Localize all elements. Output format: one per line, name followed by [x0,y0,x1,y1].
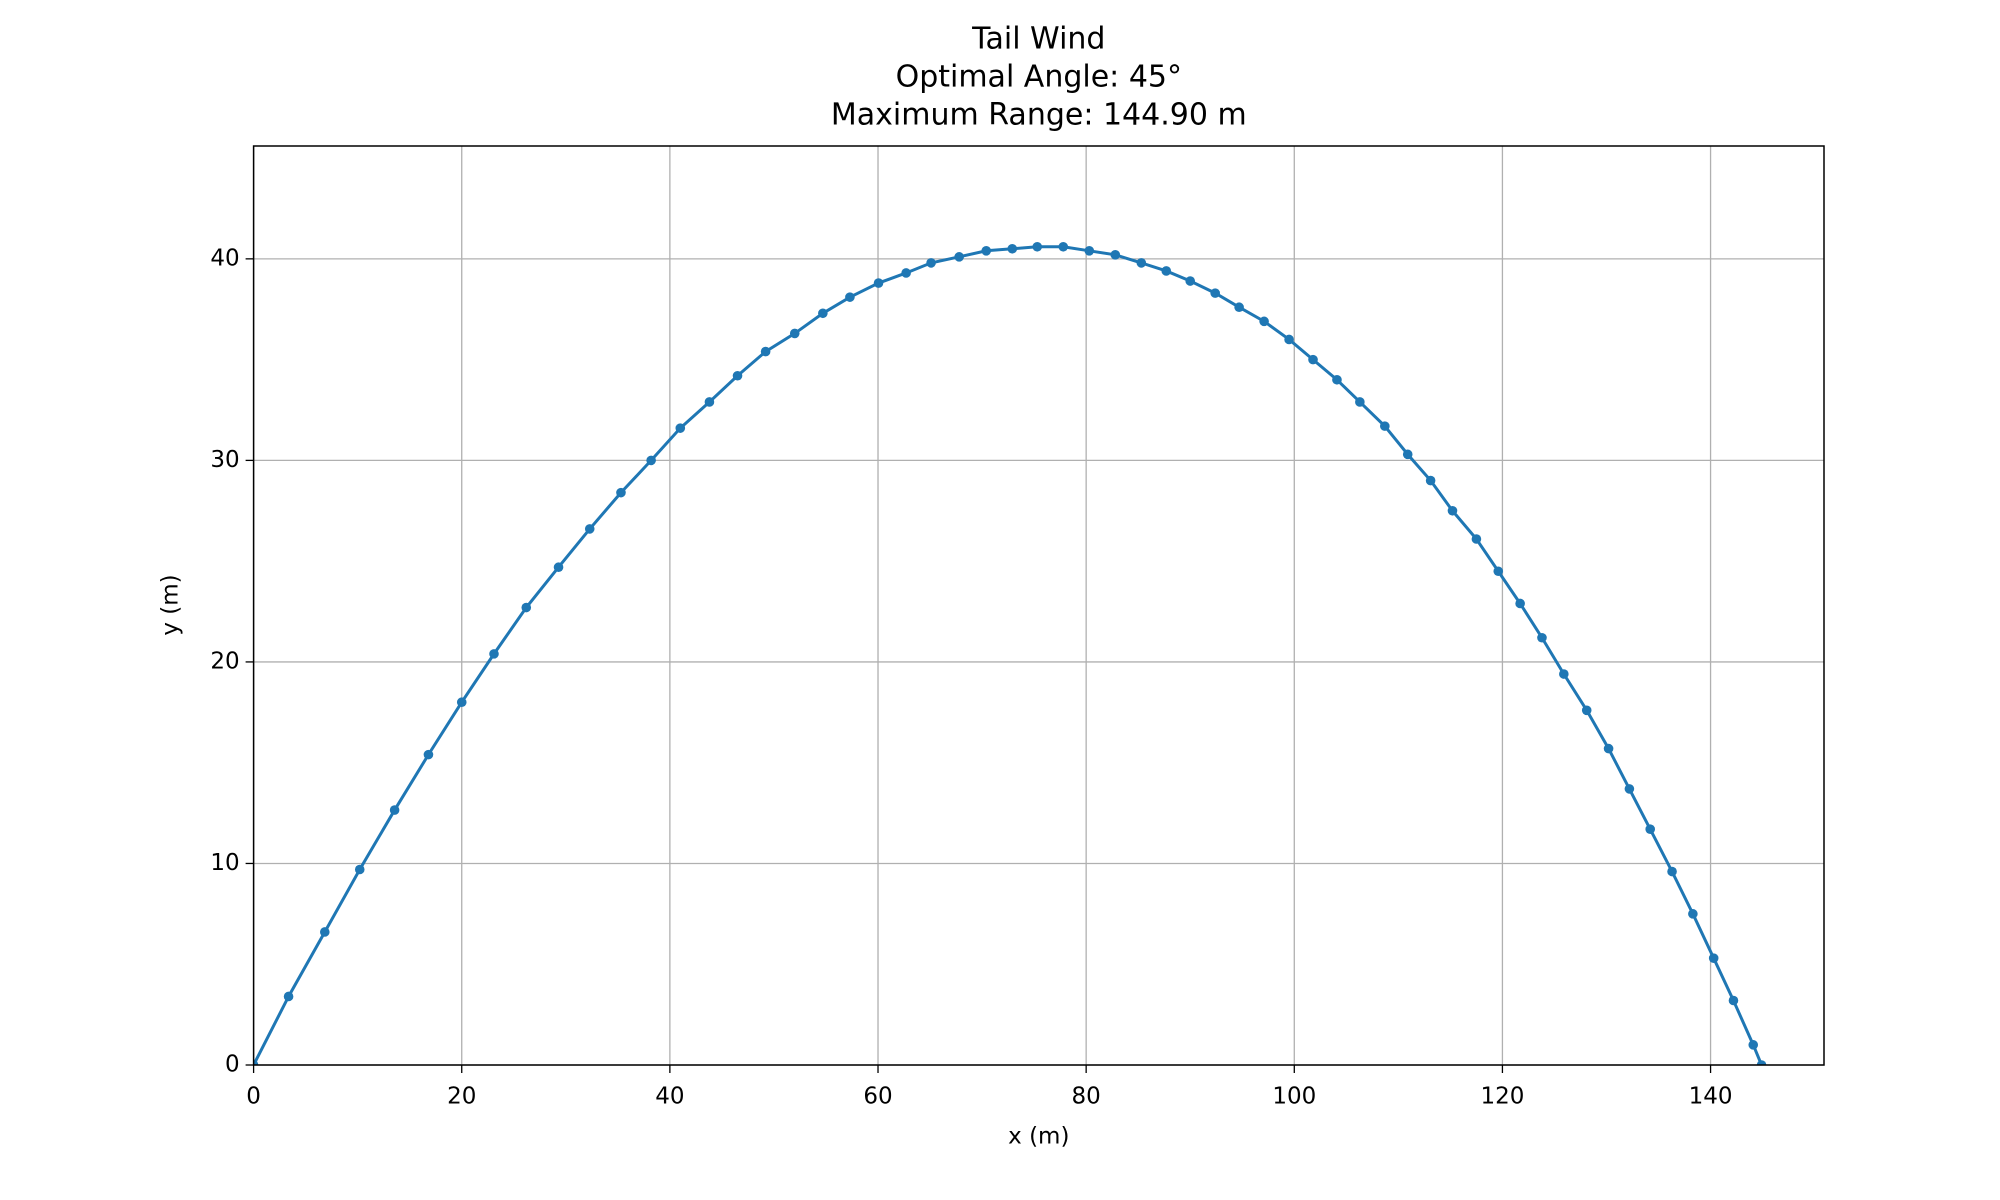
point-marker [1380,421,1390,431]
point-marker [584,524,595,534]
point-marker [1667,866,1677,877]
point-marker [1728,995,1739,1006]
point-marker [1355,397,1365,407]
point-marker [1624,784,1635,794]
point-marker [1756,1060,1767,1065]
point-marker [489,649,499,659]
x-tick-label: 140 [1689,1084,1733,1110]
point-marker [789,328,800,339]
point-marker [521,602,532,613]
point-marker [1493,566,1504,577]
x-axis-label: x (m) [1008,1124,1069,1150]
x-tick-label: 120 [1480,1084,1524,1110]
point-marker [954,252,964,262]
point-marker [646,455,656,466]
point-marker [1210,288,1220,298]
point-marker [1084,245,1095,256]
point-marker [283,991,294,1002]
point-marker [1007,243,1018,254]
x-tick-label: 0 [246,1084,261,1110]
point-marker [818,308,828,319]
y-tick-label: 30 [210,447,239,473]
y-tick-label: 0 [225,1052,240,1078]
x-tick-label: 100 [1272,1084,1316,1110]
point-marker [1110,250,1121,260]
point-marker [389,805,400,815]
point-marker [704,397,715,407]
point-marker [253,1060,259,1065]
point-marker [1185,276,1196,286]
x-tick-label: 80 [1072,1084,1101,1110]
point-marker [845,292,855,302]
point-marker [1537,632,1547,643]
point-marker [553,562,564,573]
x-tick-label: 20 [447,1084,476,1110]
plot-frame [252,145,1825,1066]
point-marker [1136,258,1147,268]
point-marker [1402,449,1413,460]
point-marker [1447,505,1458,516]
point-marker [732,370,743,381]
point-marker [1471,534,1482,544]
point-marker [616,487,626,498]
point-marker [926,258,936,268]
point-marker [901,268,911,278]
point-marker [319,927,330,937]
point-marker [1559,669,1569,679]
chart-subtitle: Maximum Range: 144.90 m [831,98,1247,133]
point-marker [981,245,992,256]
x-tick-label: 40 [655,1084,684,1110]
trajectory-line [253,245,1763,1065]
point-marker [423,749,434,760]
chart-subtitle: Optimal Angle: 45° [896,60,1182,95]
point-marker [1603,743,1614,754]
point-marker [1708,953,1719,963]
point-marker [1284,334,1294,345]
point-marker [1161,266,1172,276]
point-marker [1332,374,1342,385]
point-marker [1425,475,1436,486]
y-tick-label: 20 [210,648,239,674]
point-marker [354,864,365,875]
point-marker [1748,1040,1759,1050]
point-marker [1058,241,1069,252]
point-marker [1515,598,1525,609]
point-marker [1581,705,1592,716]
y-tick-label: 40 [210,245,239,271]
point-marker [456,697,467,708]
point-marker [1308,354,1318,365]
x-tick-label: 60 [863,1084,892,1110]
point-marker [1645,824,1656,835]
y-axis-label: y (m) [158,574,184,635]
point-marker [675,423,686,433]
y-tick-label: 10 [210,850,239,876]
point-marker [1032,241,1043,252]
point-marker [1688,909,1698,919]
chart-title: Tail Wind [971,22,1105,57]
point-marker [1259,316,1269,327]
point-marker [760,346,771,357]
point-marker [873,278,884,288]
point-marker [1234,302,1244,313]
